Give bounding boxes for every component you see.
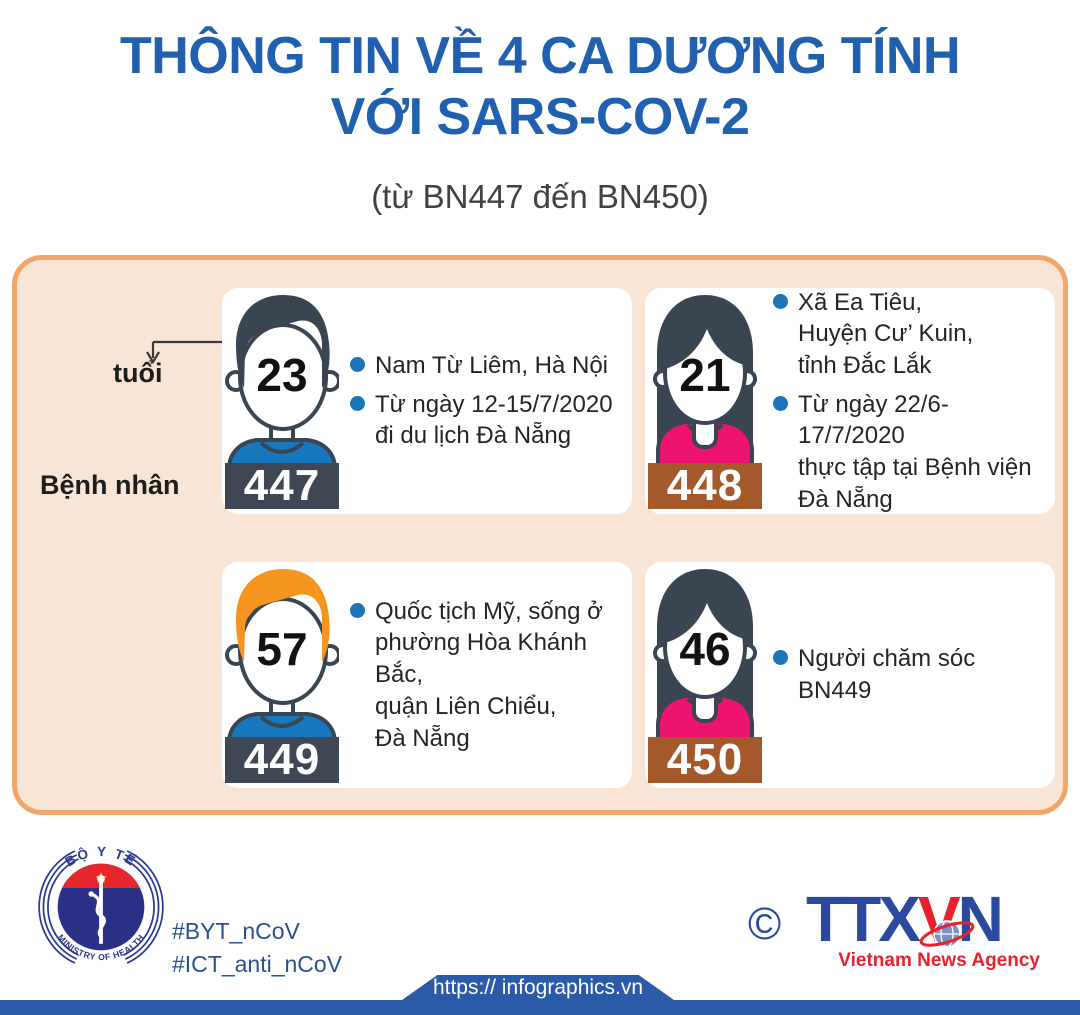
patient-case-number: 447	[243, 461, 321, 510]
logo-ring-arcs	[38, 850, 164, 964]
female-avatar: 46 450	[648, 565, 762, 783]
patient-details: Quốc tịch Mỹ, sống ở phường Hòa Khánh Bắ…	[350, 562, 620, 788]
female-avatar: 21 448	[648, 291, 762, 509]
detail-text: Từ ngày 22/6-17/7/2020 thực tập tại Bệnh…	[798, 390, 1032, 513]
patient-card-449: 57 449 Quốc tịch Mỹ, sống ở phường Hòa K…	[222, 562, 632, 788]
page-subtitle: (từ BN447 đến BN450)	[371, 178, 709, 215]
bullet-dot-icon	[350, 395, 365, 411]
bottom-bar	[0, 1000, 1080, 1015]
bullet-dot-icon	[773, 650, 788, 666]
patient-age: 21	[679, 349, 731, 401]
logo-caduceus-icon	[88, 875, 106, 944]
detail-item: Người chăm sóc BN449	[773, 643, 1043, 706]
detail-item: Từ ngày 22/6-17/7/2020 thực tập tại Bệnh…	[773, 389, 1043, 516]
collar	[259, 715, 305, 728]
patient-card-448: 21 448 Xã Ea Tiêu, Huyện Cư’ Kuin, tỉnh …	[645, 288, 1055, 514]
hair-fringe	[665, 307, 745, 369]
male-avatar: 23 447	[225, 291, 339, 509]
female-avatar-icon	[648, 569, 762, 783]
bullet-dot-icon	[350, 356, 365, 372]
globe-icon	[919, 920, 975, 948]
hashtags: #BYT_nCoV #ICT_anti_nCoV	[172, 915, 342, 982]
ttx-letters: TTX	[806, 883, 921, 955]
male-avatar: 57 449	[225, 565, 339, 783]
hair	[236, 569, 330, 662]
badge	[648, 737, 762, 783]
patient-card-447: 23 447 Nam Từ Liêm, Hà Nội Từ ngày 12-15…	[222, 288, 632, 514]
hair-fringe	[665, 581, 745, 643]
patient-case-number: 449	[243, 735, 321, 784]
badge	[225, 463, 339, 509]
bullet-dot-icon	[773, 395, 788, 411]
patient-case-number: 448	[666, 461, 744, 510]
male-avatar-icon	[225, 295, 339, 509]
bullet-dot-icon	[350, 602, 365, 618]
detail-item: Xã Ea Tiêu, Huyện Cư’ Kuin, tỉnh Đắc Lắk	[773, 287, 1043, 382]
page-title: THÔNG TIN VỀ 4 CA DƯƠNG TÍNH VỚI SARS-CO…	[0, 26, 1080, 149]
hashtag: #ICT_anti_nCoV	[172, 951, 343, 978]
hashtag: #BYT_nCoV	[172, 918, 300, 944]
detail-item: Nam Từ Liêm, Hà Nội	[350, 350, 620, 382]
copyright-icon: ©	[748, 898, 782, 949]
detail-text: Xã Ea Tiêu, Huyện Cư’ Kuin, tỉnh Đắc Lắk	[798, 288, 974, 379]
hair	[236, 295, 330, 388]
badge	[648, 463, 762, 509]
patient-age: 46	[679, 623, 731, 675]
ministry-of-health-logo-icon: ★ BỘ Y TẾ MINISTRY OF HEALTH	[37, 843, 165, 971]
patient-details: Xã Ea Tiêu, Huyện Cư’ Kuin, tỉnh Đắc Lắk…	[773, 288, 1043, 514]
ttxvn-wordmark: TTXVN	[806, 882, 1004, 956]
female-avatar-icon	[648, 295, 762, 509]
detail-text: Từ ngày 12-15/7/2020 đi du lịch Đà Nẵng	[375, 390, 613, 450]
patients-panel: tuổi Bệnh nhân 23 447	[12, 255, 1068, 815]
detail-text: Người chăm sóc BN449	[798, 645, 976, 704]
patient-age: 57	[256, 623, 308, 675]
n-letter: N	[957, 883, 1004, 955]
age-label: tuổi	[113, 358, 163, 388]
detail-item: Quốc tịch Mỹ, sống ở phường Hòa Khánh Bắ…	[350, 596, 620, 754]
website-url: https:// infographics.vn	[402, 975, 674, 1000]
patient-details: Người chăm sóc BN449	[773, 562, 1043, 788]
detail-text: Nam Từ Liêm, Hà Nội	[375, 351, 609, 379]
detail-item: Từ ngày 12-15/7/2020 đi du lịch Đà Nẵng	[350, 389, 620, 452]
age-pointer-arrow-icon	[146, 340, 231, 365]
collar	[259, 441, 305, 454]
patient-label: Bệnh nhân	[40, 470, 180, 500]
patient-details: Nam Từ Liêm, Hà Nội Từ ngày 12-15/7/2020…	[350, 288, 620, 514]
bullet-dot-icon	[773, 293, 788, 309]
patient-case-number: 450	[666, 735, 744, 784]
page-title-line1: THÔNG TIN VỀ 4 CA DƯƠNG TÍNH	[119, 27, 961, 85]
patient-age: 23	[256, 349, 308, 401]
male-avatar-icon	[225, 569, 339, 783]
detail-text: Quốc tịch Mỹ, sống ở phường Hòa Khánh Bắ…	[375, 597, 603, 752]
badge	[225, 737, 339, 783]
patient-card-450: 46 450 Người chăm sóc BN449	[645, 562, 1055, 788]
agency-tagline: Vietnam News Agency	[838, 950, 1040, 971]
page-title-line2: VỚI SARS-COV-2	[330, 88, 750, 147]
vietnam-news-agency-logo: © TTXVN Vietnam News Agency	[740, 883, 1046, 978]
